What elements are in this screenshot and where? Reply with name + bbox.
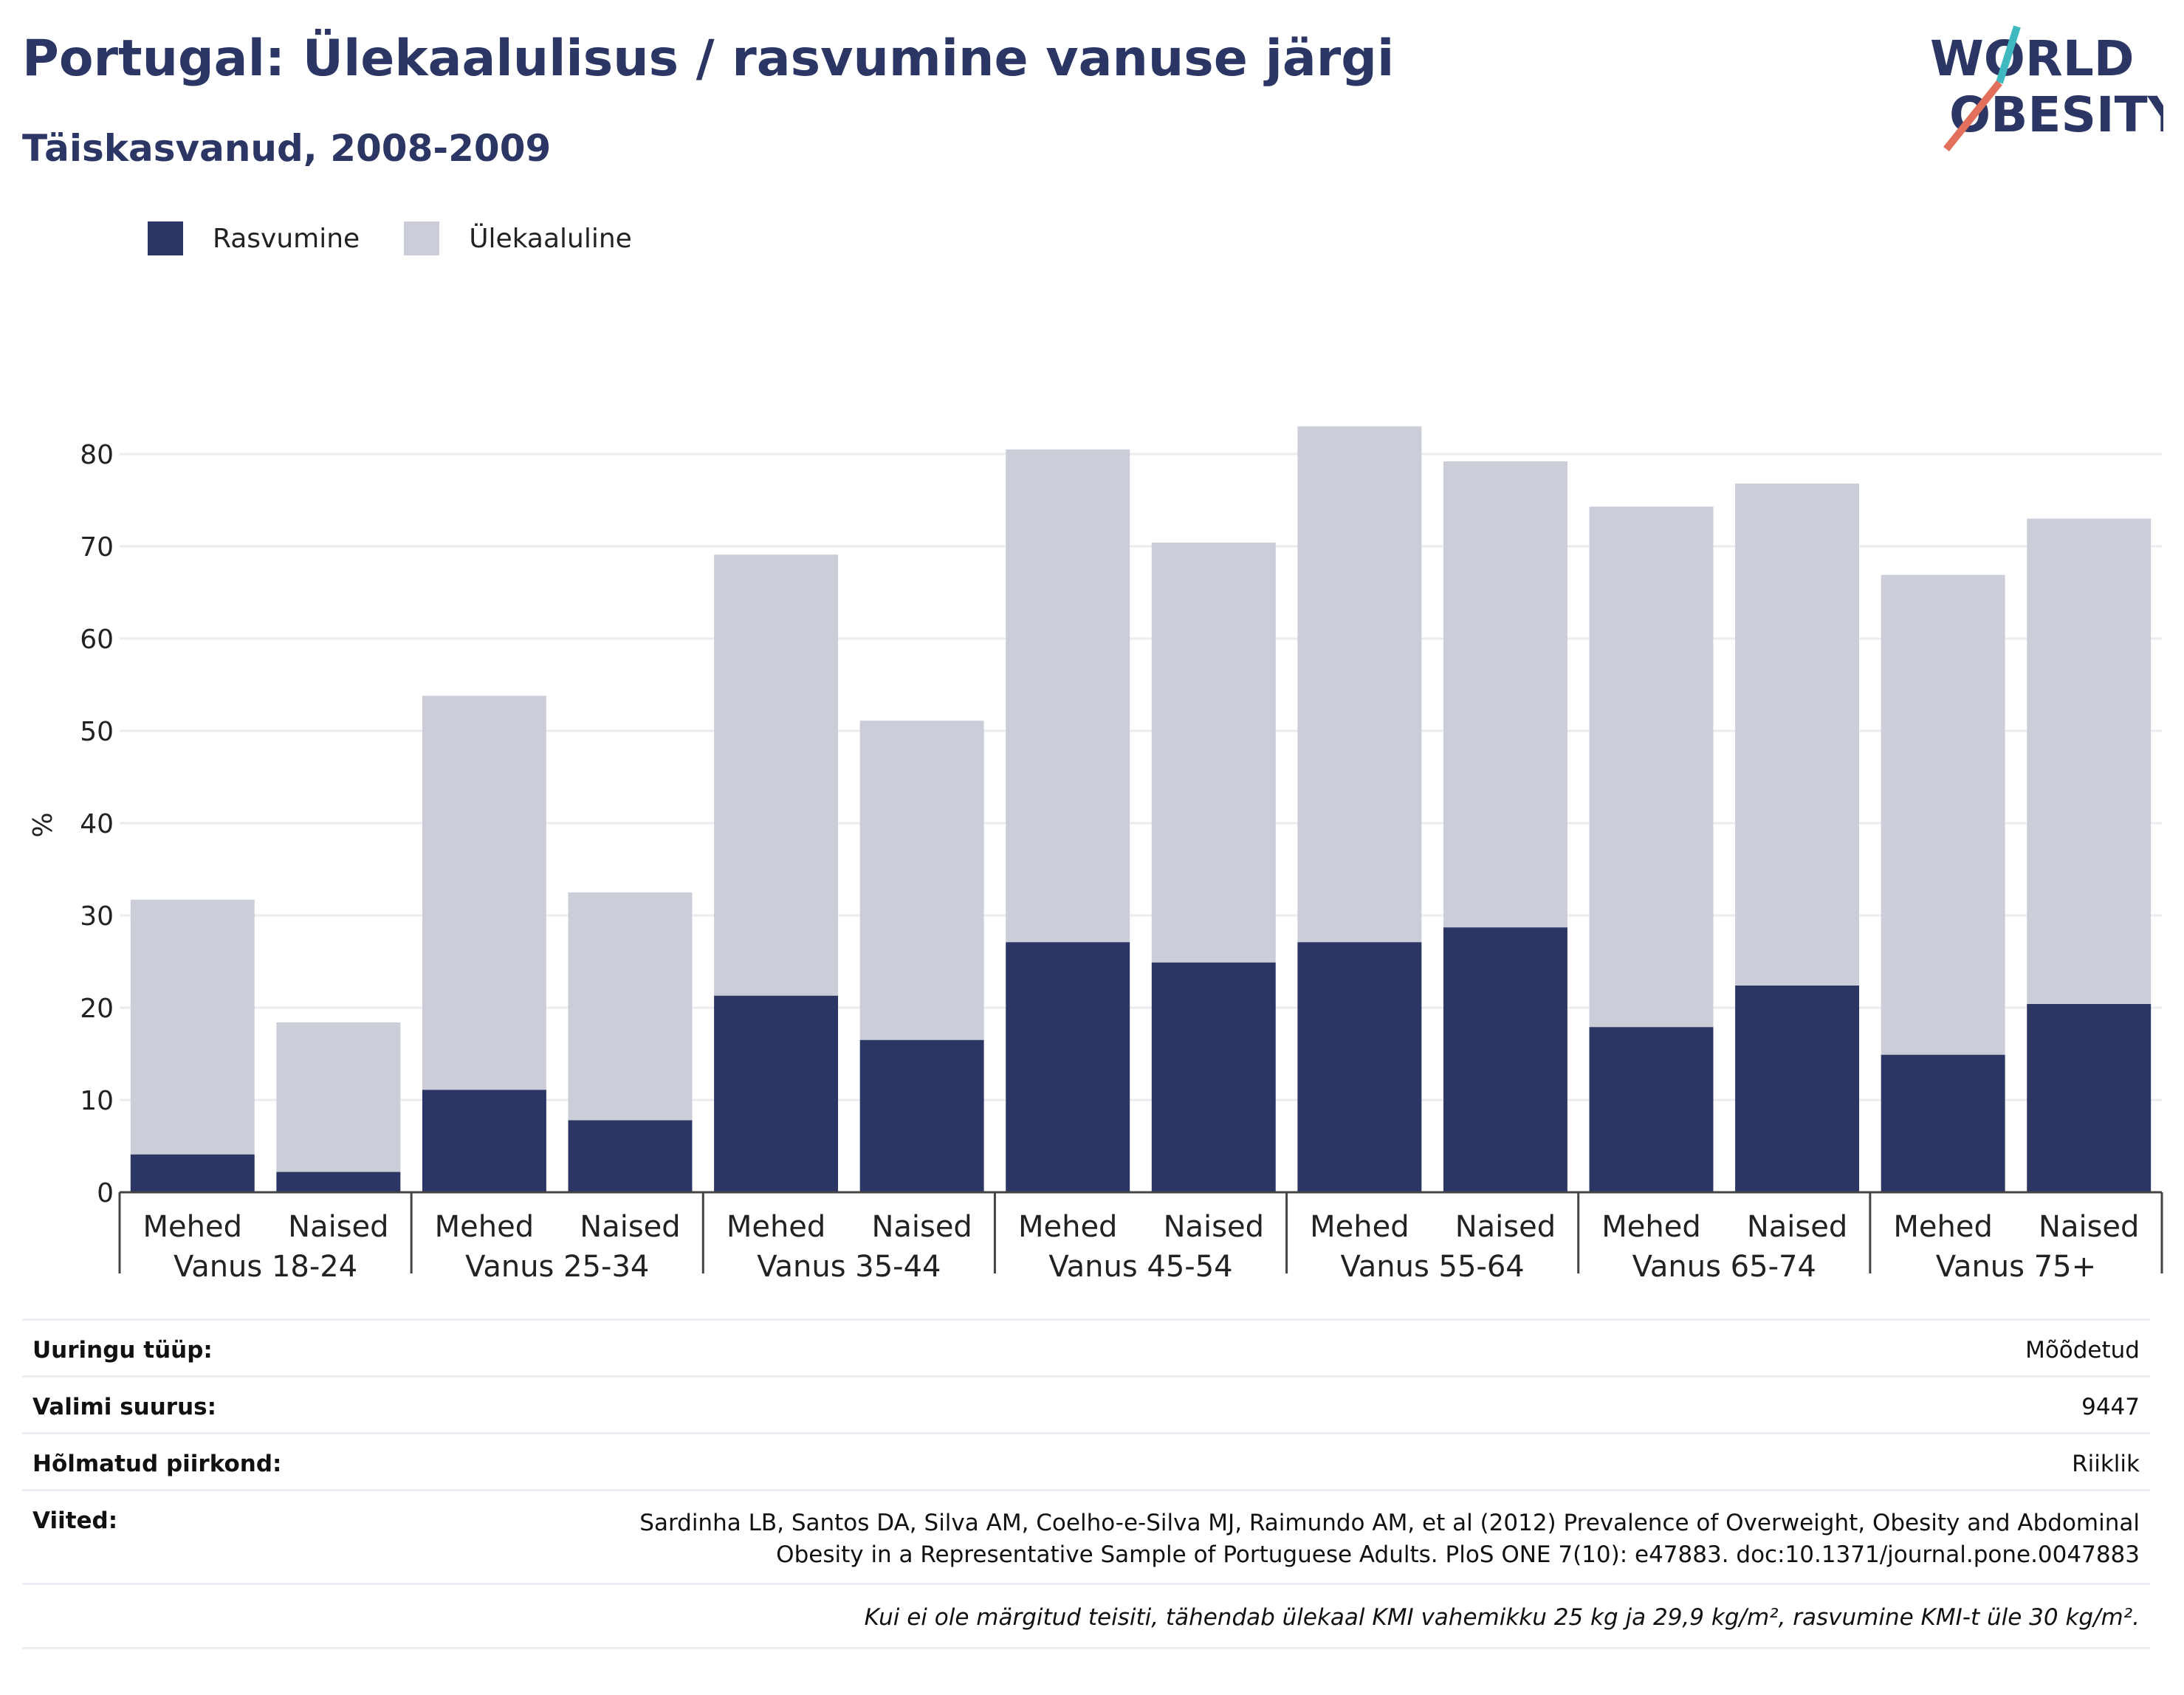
x-subcategory-label: Naised xyxy=(2039,1210,2139,1244)
logo-line1: WORLD xyxy=(1930,30,2135,87)
x-subcategory-label: Mehed xyxy=(1310,1210,1409,1244)
bar-obesity xyxy=(1881,1054,2005,1192)
bar-overweight xyxy=(2027,518,2152,1004)
info-value: Mõõdetud xyxy=(2025,1337,2140,1364)
bar-obesity xyxy=(1006,942,1130,1192)
info-row-survey-type: Uuringu tüüp: Mõõdetud xyxy=(22,1318,2150,1375)
info-value: Riiklik xyxy=(2072,1451,2140,1477)
bar-overweight xyxy=(1589,506,1714,1028)
y-tick-label: 50 xyxy=(80,717,114,747)
info-value: Sardinha LB, Santos DA, Silva AM, Coelho… xyxy=(639,1510,2140,1568)
definition-footnote: Kui ei ole märgitud teisiti, tähendab ül… xyxy=(22,1583,2150,1649)
legend-item-obesity: Rasvumine xyxy=(148,221,360,255)
x-group-label: Vanus 45-54 xyxy=(1048,1250,1232,1284)
bar-obesity xyxy=(1297,942,1422,1192)
bar-overweight xyxy=(1735,484,1860,986)
info-key: Viited: xyxy=(32,1507,118,1534)
x-subcategory-label: Naised xyxy=(288,1210,388,1244)
legend-swatch-overweight xyxy=(404,221,440,255)
x-subcategory-label: Mehed xyxy=(435,1210,534,1244)
bar-obesity xyxy=(130,1154,255,1192)
bar-overweight xyxy=(276,1022,401,1172)
x-subcategory-label: Naised xyxy=(1164,1210,1264,1244)
world-obesity-logo: WORLD OBESITY xyxy=(1930,25,2163,152)
page-title: Portugal: Ülekaalulisus / rasvumine vanu… xyxy=(22,30,1395,88)
info-key: Uuringu tüüp: xyxy=(32,1337,213,1364)
bar-obesity xyxy=(1589,1027,1714,1192)
bar-overweight xyxy=(422,695,546,1090)
bar-overweight xyxy=(568,892,693,1121)
info-row-area-covered: Hõlmatud piirkond: Riiklik xyxy=(22,1432,2150,1489)
x-group-label: Vanus 55-64 xyxy=(1341,1250,1525,1284)
bar-obesity xyxy=(859,1039,984,1192)
logo-slash-teal xyxy=(1996,25,2021,84)
info-row-sample-size: Valimi suurus: 9447 xyxy=(22,1375,2150,1432)
bar-obesity xyxy=(2027,1004,2152,1192)
bar-overweight xyxy=(859,721,984,1040)
bar-overweight xyxy=(130,899,255,1155)
y-tick-label: 10 xyxy=(80,1086,114,1116)
x-subcategory-label: Naised xyxy=(580,1210,680,1244)
x-subcategory-label: Naised xyxy=(871,1210,972,1244)
bar-overweight xyxy=(714,554,839,996)
bar-overweight xyxy=(1881,574,2005,1055)
bar-obesity xyxy=(1151,962,1276,1192)
x-subcategory-label: Mehed xyxy=(143,1210,242,1244)
x-subcategory-label: Mehed xyxy=(727,1210,825,1244)
stacked-bar-chart: 0 10 20 30 40 50 60 70 80% Mehed Naised Mehed Naised… xyxy=(28,426,2163,1284)
bar-overweight xyxy=(1297,426,1422,943)
x-group-label: Vanus 75+ xyxy=(1936,1250,2096,1284)
bar-overweight xyxy=(1443,461,1567,928)
x-subcategory-label: Mehed xyxy=(1893,1210,1992,1244)
survey-info-table: Uuringu tüüp: Mõõdetud Valimi suurus: 94… xyxy=(22,1318,2150,1649)
y-tick-label: 70 xyxy=(80,532,114,563)
bar-obesity xyxy=(1735,986,1860,1192)
x-group-label: Vanus 65-74 xyxy=(1632,1250,1816,1284)
x-group-label: Vanus 35-44 xyxy=(757,1250,941,1284)
y-axis-label: % xyxy=(28,812,58,837)
chart-legend: Rasvumine Ülekaaluline xyxy=(148,219,676,258)
legend-item-overweight: Ülekaaluline xyxy=(404,221,632,255)
y-tick-label: 80 xyxy=(80,440,114,470)
info-key: Hõlmatud piirkond: xyxy=(32,1451,282,1477)
y-tick-label: 0 xyxy=(97,1178,114,1208)
x-subcategory-label: Naised xyxy=(1455,1210,1556,1244)
bar-obesity xyxy=(276,1172,401,1192)
bar-obesity xyxy=(714,995,839,1192)
y-tick-label: 60 xyxy=(80,625,114,655)
x-subcategory-label: Mehed xyxy=(1018,1210,1117,1244)
info-row-references: Viited: Sardinha LB, Santos DA, Silva AM… xyxy=(22,1489,2150,1583)
info-key: Valimi suurus: xyxy=(32,1394,216,1420)
legend-swatch-obesity xyxy=(148,221,183,255)
legend-label-obesity: Rasvumine xyxy=(213,223,360,254)
bar-obesity xyxy=(568,1120,693,1192)
x-group-label: Vanus 18-24 xyxy=(174,1250,357,1284)
x-subcategory-label: Naised xyxy=(1747,1210,1847,1244)
bar-overweight xyxy=(1151,543,1276,963)
logo-slash-coral xyxy=(1943,80,2002,152)
y-tick-label: 40 xyxy=(80,809,114,839)
y-tick-label: 30 xyxy=(80,901,114,932)
legend-label-overweight: Ülekaaluline xyxy=(469,223,632,254)
bar-obesity xyxy=(1443,927,1567,1192)
x-subcategory-label: Mehed xyxy=(1601,1210,1700,1244)
bar-obesity xyxy=(422,1090,546,1192)
bar-overweight xyxy=(1006,449,1130,943)
x-group-label: Vanus 25-34 xyxy=(465,1250,649,1284)
info-value: 9447 xyxy=(2081,1394,2140,1420)
page-subtitle: Täiskasvanud, 2008-2009 xyxy=(22,127,552,170)
y-tick-label: 20 xyxy=(80,994,114,1024)
